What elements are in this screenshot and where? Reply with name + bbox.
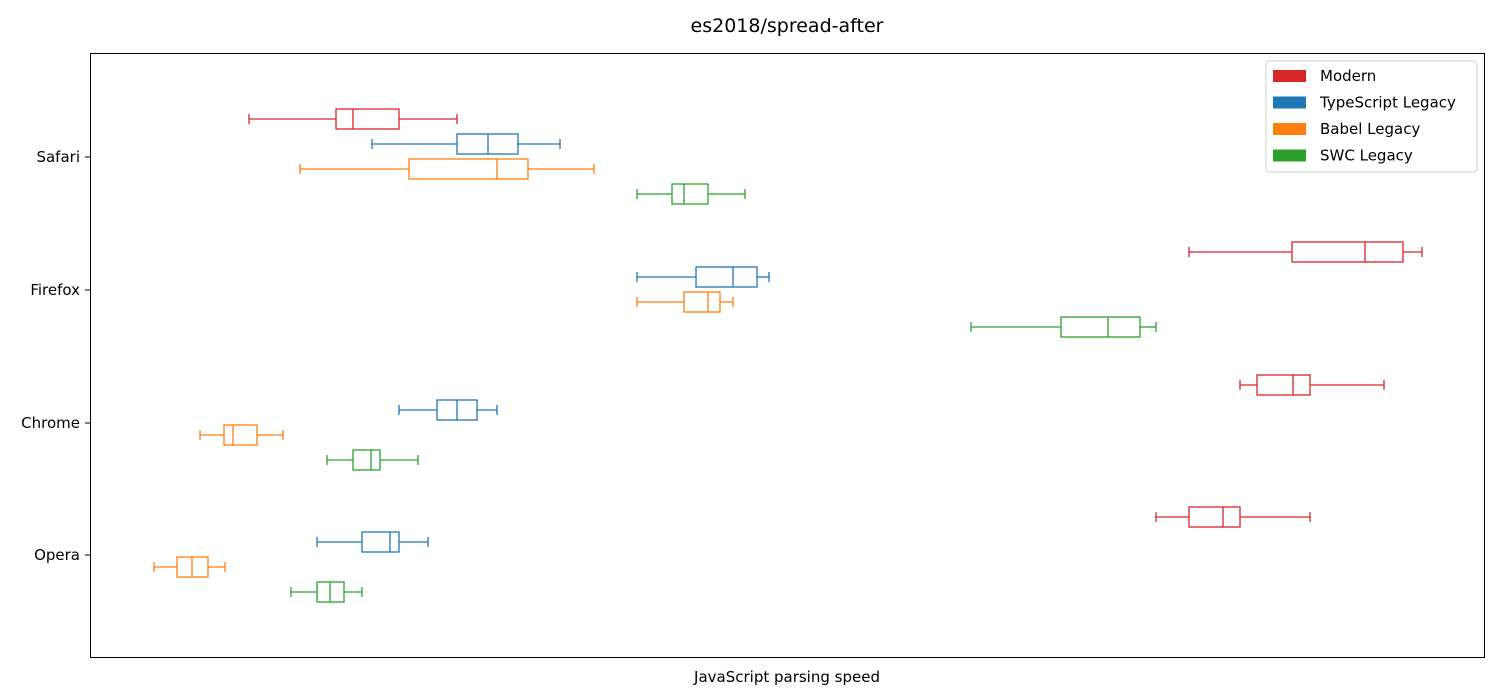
box-plots: [153, 108, 1423, 603]
box-iqr: [1291, 241, 1404, 263]
box-iqr: [1256, 374, 1311, 396]
box-iqr: [361, 531, 400, 553]
chart-title: es2018/spread-after: [691, 15, 884, 37]
legend-label: TypeScript Legacy: [1319, 94, 1456, 112]
box-iqr: [1188, 506, 1241, 528]
box-iqr: [335, 108, 400, 130]
box-babel-legacy-firefox: [636, 291, 734, 313]
box-modern-chrome: [1239, 374, 1385, 396]
legend-label: Modern: [1320, 67, 1376, 85]
y-tick-label: Chrome: [21, 414, 80, 432]
box-iqr: [1060, 316, 1141, 338]
box-iqr: [671, 183, 709, 205]
y-tick-label: Firefox: [30, 281, 80, 299]
box-typescript-legacy-opera: [316, 531, 429, 553]
y-tick-label: Safari: [36, 148, 80, 166]
box-iqr: [223, 424, 258, 446]
x-axis-label: JavaScript parsing speed: [693, 668, 880, 686]
box-iqr: [683, 291, 721, 313]
legend-frame: [1265, 60, 1478, 173]
box-typescript-legacy-chrome: [398, 399, 498, 421]
legend: Modern TypeScript Legacy Babel Legacy SWC L…: [1265, 60, 1478, 173]
y-axis: Safari Firefox Chrome Opera: [21, 148, 90, 564]
box-modern-safari: [248, 108, 458, 130]
box-swc-legacy-firefox: [970, 316, 1157, 338]
box-modern-firefox: [1188, 241, 1423, 263]
box-iqr: [408, 158, 529, 180]
box-babel-legacy-opera: [153, 556, 226, 578]
box-typescript-legacy-firefox: [636, 266, 770, 288]
box-babel-legacy-chrome: [199, 424, 284, 446]
plot-area: [90, 53, 1485, 658]
box-swc-legacy-safari: [636, 183, 746, 205]
box-iqr: [352, 449, 381, 471]
legend-swatch: [1273, 149, 1306, 162]
legend-label: SWC Legacy: [1320, 147, 1413, 165]
box-swc-legacy-opera: [290, 581, 363, 603]
legend-swatch: [1273, 123, 1306, 135]
box-babel-legacy-safari: [299, 158, 595, 180]
legend-swatch: [1273, 96, 1306, 109]
legend-label: Babel Legacy: [1320, 120, 1420, 138]
box-modern-opera: [1155, 506, 1311, 528]
legend-swatch: [1273, 70, 1306, 82]
box-iqr: [695, 266, 758, 288]
y-tick-label: Opera: [34, 546, 80, 564]
box-typescript-legacy-safari: [371, 133, 561, 155]
box-swc-legacy-chrome: [326, 449, 419, 471]
